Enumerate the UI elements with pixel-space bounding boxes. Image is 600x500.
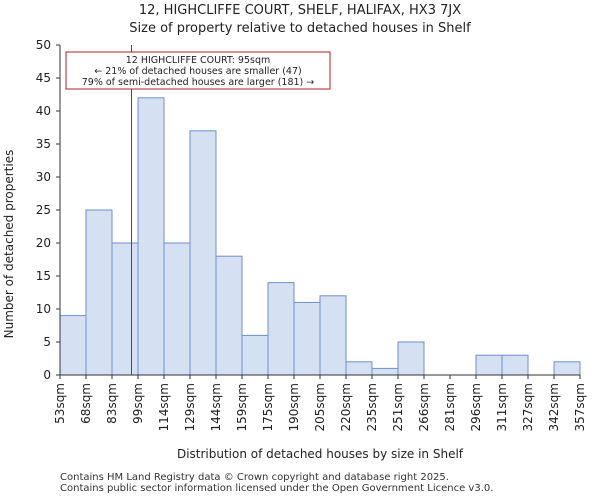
chart-subtitle: Size of property relative to detached ho… bbox=[129, 21, 471, 36]
x-tick-label-281sqm: 281sqm bbox=[443, 383, 457, 431]
annotation-box bbox=[65, 51, 331, 90]
x-tick-label-296sqm: 296sqm bbox=[469, 383, 483, 431]
bar-342sqm bbox=[553, 361, 581, 376]
annotation-line-1: 12 HIGHCLIFFE COURT: 95sqm bbox=[126, 55, 271, 66]
bar-144sqm bbox=[215, 255, 243, 376]
bar-53sqm bbox=[59, 315, 87, 376]
x-tick-label-53sqm: 53sqm bbox=[53, 383, 67, 424]
bar-99sqm bbox=[137, 97, 165, 376]
bar-220sqm bbox=[345, 361, 373, 376]
x-tick-label-357sqm: 357sqm bbox=[573, 383, 587, 431]
y-tick-label-40: 40 bbox=[36, 104, 51, 118]
histogram-chart: 0 5 10 15 20 25 30 35 40 45 50 53sqm 68sqm 83sqm 99sqm… bbox=[2, 38, 587, 461]
x-tick-label-114sqm: 114sqm bbox=[157, 383, 171, 431]
y-tick-label-5: 5 bbox=[43, 335, 51, 349]
y-tick-label-15: 15 bbox=[36, 269, 51, 283]
x-tick-label-144sqm: 144sqm bbox=[209, 383, 223, 431]
footer-line-1: Contains HM Land Registry data © Crown c… bbox=[60, 472, 449, 483]
y-tick-label-25: 25 bbox=[36, 203, 51, 217]
bar-205sqm bbox=[319, 295, 347, 376]
bar-159sqm bbox=[241, 334, 269, 376]
x-tick-label-159sqm: 159sqm bbox=[235, 383, 249, 431]
y-tick-label-50: 50 bbox=[36, 38, 51, 52]
x-tick-label-129sqm: 129sqm bbox=[183, 383, 197, 431]
x-tick-label-99sqm: 99sqm bbox=[131, 383, 145, 424]
x-tick-label-327sqm: 327sqm bbox=[521, 383, 535, 431]
x-tick-label-83sqm: 83sqm bbox=[105, 383, 119, 424]
y-tick-label-30: 30 bbox=[36, 170, 51, 184]
x-tick-label-342sqm: 342sqm bbox=[547, 383, 561, 431]
bar-68sqm bbox=[85, 209, 113, 376]
bar-114sqm bbox=[163, 242, 191, 376]
footer-line-2: Contains public sector information licen… bbox=[60, 483, 494, 494]
y-tick-label-45: 45 bbox=[36, 71, 51, 85]
y-tick-label-0: 0 bbox=[43, 368, 51, 382]
y-tick-label-10: 10 bbox=[36, 302, 51, 316]
bar-251sqm bbox=[397, 341, 425, 376]
y-tick-label-35: 35 bbox=[36, 137, 51, 151]
annotation-line-3: 79% of semi-detached houses are larger (… bbox=[82, 77, 315, 88]
bar-296sqm bbox=[475, 354, 503, 376]
x-tick-label-190sqm: 190sqm bbox=[287, 383, 301, 431]
x-tick-label-251sqm: 251sqm bbox=[391, 383, 405, 431]
x-tick-label-235sqm: 235sqm bbox=[365, 383, 379, 431]
x-tick-label-311sqm: 311sqm bbox=[495, 383, 509, 431]
annotation-line-2: ← 21% of detached houses are smaller (47… bbox=[94, 66, 301, 77]
x-tick-label-220sqm: 220sqm bbox=[339, 383, 353, 431]
bar-311sqm bbox=[501, 354, 529, 376]
bar-190sqm bbox=[293, 301, 321, 376]
x-tick-label-175sqm: 175sqm bbox=[261, 383, 275, 431]
bar-129sqm bbox=[189, 130, 217, 376]
bar-83sqm bbox=[111, 242, 139, 376]
x-tick-label-68sqm: 68sqm bbox=[79, 383, 93, 424]
bars-group bbox=[59, 97, 581, 376]
x-tick-label-205sqm: 205sqm bbox=[313, 383, 327, 431]
y-tick-label-20: 20 bbox=[36, 236, 51, 250]
axes-group: 0 5 10 15 20 25 30 35 40 45 50 53sqm 68sqm 83sqm 99sqm… bbox=[36, 38, 587, 431]
bar-235sqm bbox=[371, 367, 399, 376]
bar-175sqm bbox=[267, 282, 295, 376]
chart-title: 12, HIGHCLIFFE COURT, SHELF, HALIFAX, HX… bbox=[138, 3, 462, 18]
x-axis-label: Distribution of detached houses by size … bbox=[177, 447, 464, 461]
annotation-group: 12 HIGHCLIFFE COURT: 95sqm← 21% of detac… bbox=[65, 51, 331, 90]
y-axis-label: Number of detached properties bbox=[2, 150, 16, 339]
x-tick-label-266sqm: 266sqm bbox=[417, 383, 431, 431]
